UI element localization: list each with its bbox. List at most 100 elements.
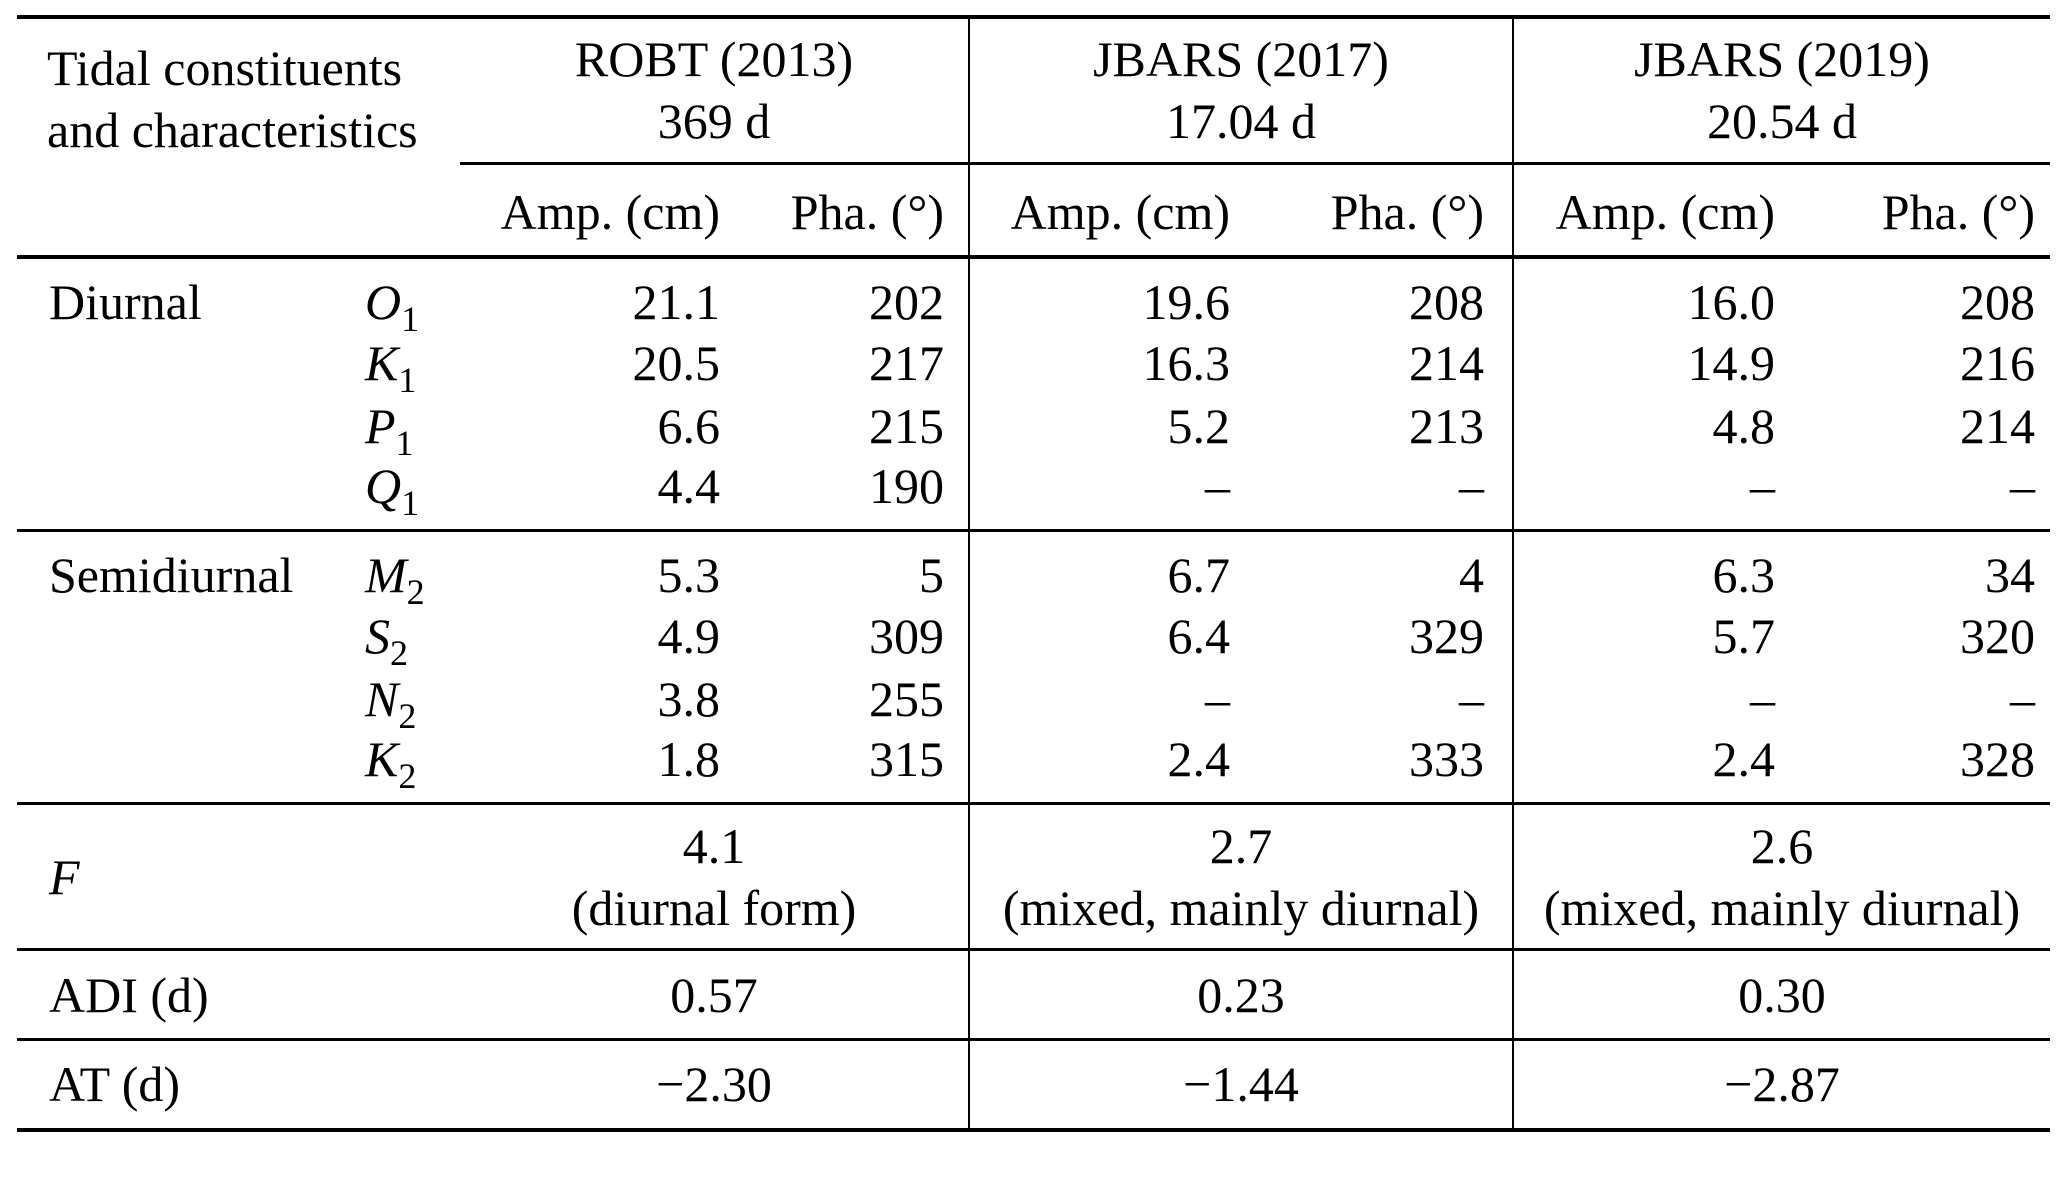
constituent-symbol: K1: [365, 334, 417, 400]
col-header-amp-jbars2019: Amp. (cm): [1512, 163, 1786, 259]
cell-amp: –: [968, 667, 1241, 730]
cell-pha: 333: [1409, 731, 1485, 787]
constituent-symbol: S2: [365, 607, 408, 673]
cell-pha: 217: [869, 334, 945, 391]
station-name: ROBT (2013): [574, 31, 854, 88]
f-form-type: (mixed, mainly diurnal): [1543, 879, 2021, 936]
cell-pha: 34: [1785, 529, 2051, 604]
col-header-amp-robt: Amp. (cm): [460, 163, 761, 259]
cell-amp: –: [1512, 667, 1786, 730]
row-label-line1: Tidal constituents: [47, 40, 403, 96]
cell-amp: 21.1: [632, 274, 721, 330]
row-label-at: AT (d): [17, 1038, 461, 1130]
row-label-line2: and characteristics: [47, 102, 418, 158]
cell-amp: 6.4: [968, 604, 1241, 667]
constituent-symbol: M2: [365, 529, 461, 610]
cell-pha: 315: [869, 731, 945, 787]
adi-value-robt: 0.57: [460, 948, 970, 1040]
table-row-o1: Diurnal O1 21.1 202 19.6 208 16.0 208: [17, 257, 2050, 339]
station-header-robt-2013: ROBT (2013) 369 d: [460, 17, 970, 165]
station-header-jbars-2019: JBARS (2019) 20.54 d: [1512, 17, 2051, 165]
cell-amp: 4.4: [657, 458, 721, 514]
section-label-diurnal: Diurnal: [49, 274, 202, 330]
table-row-p1: P1 6.6 215 5.2 213 4.8 214: [17, 394, 2050, 463]
cell-amp: 6.6: [657, 397, 721, 454]
f-number: 2.7: [1209, 817, 1273, 874]
constituent-symbol: O1: [365, 274, 420, 339]
cell-amp: 2.4: [1512, 730, 1786, 804]
table-row-at: AT (d) −2.30 −1.44 −2.87: [17, 1038, 2051, 1130]
table-row-s2: S2 4.9 309 6.4 329 5.7 320: [17, 604, 2050, 673]
station-duration: 369 d: [657, 93, 771, 150]
section-label-semidiurnal: Semidiurnal: [17, 529, 365, 604]
col-header-pha-jbars2017: Pha. (°): [1240, 163, 1514, 259]
cell-pha: 320: [1960, 607, 2036, 664]
f-number: 4.1: [682, 817, 746, 874]
subheader-row: Amp. (cm) Pha. (°) Amp. (cm) Pha. (°) Am…: [17, 163, 2051, 259]
cell-amp: 14.9: [1512, 331, 1786, 394]
cell-pha: 309: [869, 607, 945, 664]
row-label-f: F: [17, 802, 461, 950]
cell-amp: –: [968, 457, 1241, 531]
cell-pha: 190: [869, 458, 945, 514]
row-label-header: Tidal constituents and characteristics: [17, 17, 461, 259]
cell-amp: 6.3: [1512, 529, 1786, 604]
cell-pha: 216: [1960, 334, 2036, 391]
cell-amp: 5.7: [1512, 604, 1786, 667]
cell-pha: 208: [1409, 274, 1485, 330]
cell-pha: 328: [1960, 731, 2036, 787]
cell-pha: 213: [1409, 397, 1485, 454]
cell-amp: 19.6: [968, 257, 1241, 331]
cell-pha: 214: [1960, 397, 2036, 454]
at-value-jbars2019: −2.87: [1512, 1038, 2051, 1130]
cell-amp: 4.9: [657, 607, 721, 664]
cell-pha: 255: [869, 670, 945, 727]
cell-pha: 4: [1240, 529, 1514, 604]
cell-amp: 20.5: [632, 334, 721, 391]
station-header-row: Tidal constituents and characteristics R…: [17, 17, 2051, 259]
col-header-amp-jbars2017: Amp. (cm): [968, 163, 1241, 259]
table-row-form-factor: F 4.1 (diurnal form) 2.7 (mixed, mainly …: [17, 802, 2051, 950]
f-form-type: (mixed, mainly diurnal): [1002, 879, 1480, 936]
table-row-adi: ADI (d) 0.57 0.23 0.30: [17, 948, 2051, 1040]
station-name: JBARS (2017): [1093, 31, 1389, 88]
cell-amp: 16.0: [1512, 257, 1786, 331]
cell-amp: 4.8: [1512, 394, 1786, 457]
f-value-jbars2017: 2.7 (mixed, mainly diurnal): [968, 802, 1514, 950]
constituent-symbol: P1: [365, 397, 414, 463]
cell-pha: 329: [1409, 607, 1485, 664]
cell-pha: 215: [869, 397, 945, 454]
station-name: JBARS (2019): [1634, 31, 1930, 88]
table-row-k1: K1 20.5 217 16.3 214 14.9 216: [17, 331, 2050, 400]
cell-pha: 214: [1409, 334, 1485, 391]
constituent-symbol: Q1: [365, 458, 420, 523]
cell-pha: –: [1459, 670, 1485, 727]
cell-amp: –: [1512, 457, 1786, 531]
cell-amp: 2.4: [968, 730, 1241, 804]
table-row-n2: N2 3.8 255 – – – –: [17, 667, 2050, 736]
cell-amp: 3.8: [657, 670, 721, 727]
adi-value-jbars2017: 0.23: [968, 948, 1514, 1040]
cell-pha: 5: [760, 529, 970, 604]
f-value-jbars2019: 2.6 (mixed, mainly diurnal): [1512, 802, 2051, 950]
table-row-m2: Semidiurnal M2 5.3 5 6.7 4 6.3 34: [17, 529, 2051, 610]
station-duration: 17.04 d: [1166, 93, 1317, 150]
table-row-k2: K2 1.8 315 2.4 333 2.4 328: [17, 730, 2050, 804]
cell-pha: –: [1459, 458, 1485, 514]
table-row-q1: Q1 4.4 190 – – – –: [17, 457, 2050, 531]
cell-amp: 6.7: [968, 529, 1241, 604]
constituent-symbol: N2: [365, 670, 417, 736]
col-header-pha-robt: Pha. (°): [760, 163, 970, 259]
cell-amp: 1.8: [657, 731, 721, 787]
cell-pha: 202: [869, 274, 945, 330]
f-form-type: (diurnal form): [571, 879, 857, 936]
col-header-pha-jbars2019: Pha. (°): [1785, 163, 2051, 259]
cell-pha: 208: [1960, 274, 2036, 330]
station-duration: 20.54 d: [1707, 93, 1858, 150]
f-value-robt: 4.1 (diurnal form): [460, 802, 970, 950]
tidal-constituents-table: Tidal constituents and characteristics R…: [17, 15, 2051, 1132]
station-header-jbars-2017: JBARS (2017) 17.04 d: [968, 17, 1514, 165]
at-value-jbars2017: −1.44: [968, 1038, 1514, 1130]
f-number: 2.6: [1750, 817, 1814, 874]
cell-amp: 16.3: [968, 331, 1241, 394]
